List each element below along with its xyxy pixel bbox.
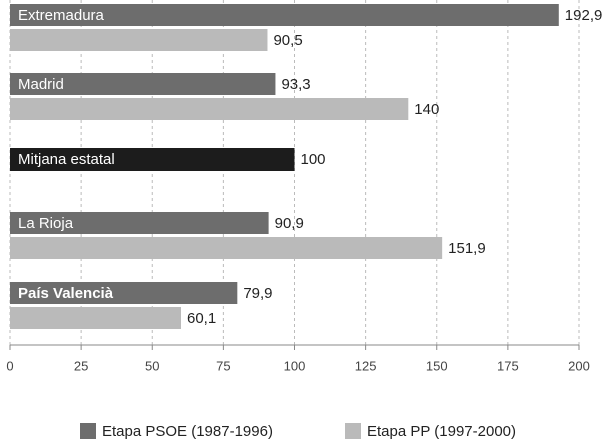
bar bbox=[10, 98, 409, 120]
x-tick-label: 150 bbox=[426, 358, 448, 373]
legend-swatch bbox=[80, 423, 96, 439]
value-label: 192,9 bbox=[565, 7, 603, 24]
value-label: 90,5 bbox=[273, 32, 302, 49]
bar bbox=[10, 212, 269, 234]
x-tick-label: 75 bbox=[216, 358, 230, 373]
x-tick-label: 175 bbox=[497, 358, 519, 373]
value-label: 140 bbox=[414, 101, 439, 118]
category-label: País Valencià bbox=[18, 285, 114, 302]
value-label: 90,9 bbox=[275, 215, 304, 232]
x-tick-label: 50 bbox=[145, 358, 159, 373]
bar bbox=[10, 237, 443, 259]
value-label: 151,9 bbox=[448, 240, 486, 257]
value-label: 100 bbox=[301, 151, 326, 168]
value-label: 60,1 bbox=[187, 310, 216, 327]
category-label: La Rioja bbox=[18, 215, 74, 232]
average-bar bbox=[10, 148, 295, 171]
bar bbox=[10, 73, 276, 95]
value-label: 79,9 bbox=[243, 285, 272, 302]
x-tick-label: 200 bbox=[568, 358, 590, 373]
legend-label: Etapa PSOE (1987-1996) bbox=[102, 423, 273, 440]
x-tick-label: 125 bbox=[355, 358, 377, 373]
legend-label: Etapa PP (1997-2000) bbox=[367, 423, 516, 440]
category-label: Extremadura bbox=[18, 7, 105, 24]
x-tick-label: 25 bbox=[74, 358, 88, 373]
value-label: 93,3 bbox=[281, 76, 310, 93]
category-label: Madrid bbox=[18, 76, 64, 93]
bar bbox=[10, 4, 559, 26]
x-tick-label: 100 bbox=[284, 358, 306, 373]
bar bbox=[10, 29, 268, 51]
bar bbox=[10, 282, 238, 304]
x-tick-label: 0 bbox=[6, 358, 13, 373]
legend-swatch bbox=[345, 423, 361, 439]
category-label: Mitjana estatal bbox=[18, 151, 115, 168]
bar bbox=[10, 307, 181, 329]
